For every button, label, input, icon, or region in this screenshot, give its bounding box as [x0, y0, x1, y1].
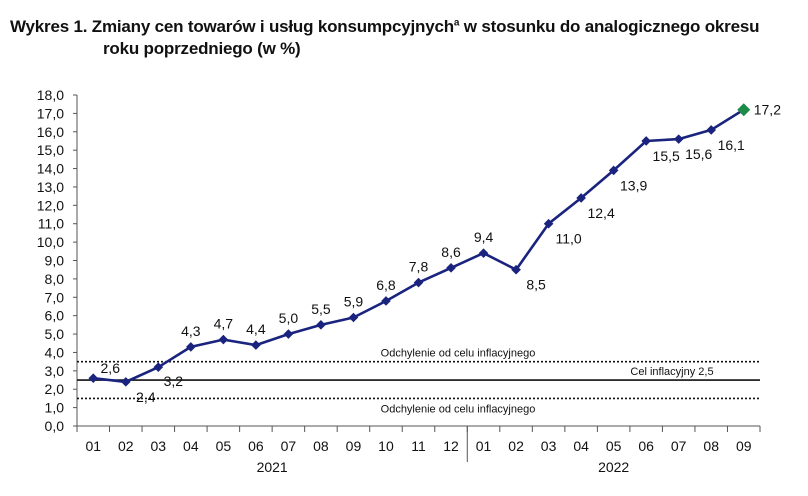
- y-tick-label: 3,0: [45, 363, 65, 379]
- data-label: 16,1: [718, 137, 745, 153]
- x-tick-label: 03: [541, 438, 557, 454]
- title-suffix: w stosunku do analogicznego okresu: [459, 17, 760, 36]
- data-label: 6,8: [376, 277, 396, 293]
- x-tick-label: 04: [573, 438, 589, 454]
- data-label: 2,4: [136, 389, 156, 405]
- y-tick-label: 4,0: [45, 344, 65, 360]
- data-label: 5,5: [311, 301, 331, 317]
- data-point: [186, 342, 196, 352]
- data-point: [511, 264, 521, 275]
- x-tick-label: 02: [508, 438, 524, 454]
- data-point: [316, 320, 326, 330]
- data-label: 9,4: [474, 229, 494, 245]
- data-label: 11,0: [555, 231, 581, 247]
- data-point: [88, 373, 99, 383]
- x-tick-label: 05: [606, 438, 622, 454]
- y-tick-label: 5,0: [45, 326, 65, 342]
- y-tick-label: 8,0: [45, 271, 65, 287]
- title-line2: roku poprzedniego (w %): [103, 39, 301, 58]
- data-label: 5,0: [279, 310, 299, 326]
- chart-title: Wykres 1. Zmiany cen towarów i usług kon…: [10, 16, 800, 60]
- x-tick-label: 03: [151, 438, 167, 454]
- y-tick-label: 1,0: [45, 400, 65, 416]
- x-tick-label: 05: [216, 438, 232, 454]
- x-tick-label: 07: [671, 438, 687, 454]
- y-tick-label: 18,0: [37, 87, 64, 103]
- data-point: [381, 296, 391, 306]
- x-tick-label: 11: [411, 438, 426, 454]
- y-tick-label: 14,0: [37, 161, 64, 177]
- x-tick-label: 01: [85, 438, 101, 454]
- x-tick-label: 04: [183, 438, 199, 454]
- title-superscript: a: [453, 17, 460, 29]
- data-label: 8,6: [441, 244, 461, 260]
- x-tick-label: 07: [281, 438, 297, 454]
- y-tick-label: 15,0: [37, 142, 64, 158]
- y-tick-label: 2,0: [45, 381, 65, 397]
- data-point: [608, 165, 619, 176]
- year-label: 2022: [598, 459, 629, 475]
- data-label: 7,8: [409, 259, 429, 275]
- x-tick-label: 09: [346, 438, 362, 454]
- data-point: [478, 248, 489, 258]
- data-label: 17,2: [754, 102, 781, 118]
- y-tick-label: 6,0: [45, 308, 65, 324]
- data-point: [283, 329, 294, 339]
- y-tick-label: 16,0: [37, 124, 64, 140]
- data-point: [446, 263, 456, 273]
- data-point: [641, 136, 651, 146]
- y-tick-label: 7,0: [45, 289, 65, 305]
- data-point: [543, 218, 554, 229]
- x-tick-label: 09: [736, 438, 752, 454]
- data-label: 13,9: [620, 177, 647, 193]
- x-tick-label: 12: [443, 438, 459, 454]
- data-label: 8,5: [526, 277, 546, 293]
- y-tick-label: 11,0: [38, 216, 64, 232]
- x-tick-label: 02: [118, 438, 134, 454]
- data-label: 12,4: [587, 205, 614, 221]
- x-tick-label: 06: [638, 438, 654, 454]
- data-point: [673, 134, 684, 144]
- data-label: 4,7: [214, 316, 234, 332]
- data-label: 15,6: [685, 146, 712, 162]
- data-point: [348, 312, 359, 323]
- x-tick-label: 10: [378, 438, 394, 454]
- y-tick-label: 17,0: [37, 105, 64, 121]
- y-tick-label: 12,0: [37, 197, 64, 213]
- x-tick-label: 08: [313, 438, 329, 454]
- data-label: 5,9: [344, 294, 364, 310]
- data-point: [120, 377, 131, 387]
- data-point: [218, 334, 229, 345]
- x-tick-label: 08: [703, 438, 719, 454]
- data-point: [576, 193, 586, 203]
- y-tick-label: 10,0: [37, 234, 64, 250]
- data-label: 4,3: [181, 323, 201, 339]
- data-label: 4,4: [246, 321, 266, 337]
- x-tick-label: 01: [476, 438, 492, 454]
- reference-line-label: Odchylenie od celu inflacyjnego: [381, 348, 536, 360]
- data-point-last: [737, 103, 751, 117]
- data-point: [413, 277, 424, 288]
- data-point: [706, 125, 717, 135]
- data-label: 2,6: [101, 360, 121, 376]
- data-label: 3,2: [164, 373, 184, 389]
- reference-line-label: Cel inflacyjny 2,5: [630, 366, 713, 378]
- y-tick-label: 13,0: [37, 179, 64, 195]
- y-tick-label: 9,0: [45, 253, 65, 269]
- year-label: 2021: [257, 459, 288, 475]
- data-point: [153, 362, 164, 372]
- data-label: 15,5: [653, 148, 680, 164]
- y-tick-label: 0,0: [45, 418, 65, 434]
- title-prefix: Wykres 1. Zmiany cen towarów i usług kon…: [10, 17, 454, 36]
- series-line: [93, 108, 745, 384]
- reference-line-label: Odchylenie od celu inflacyjnego: [381, 403, 536, 415]
- data-point: [251, 340, 261, 350]
- x-tick-label: 06: [248, 438, 264, 454]
